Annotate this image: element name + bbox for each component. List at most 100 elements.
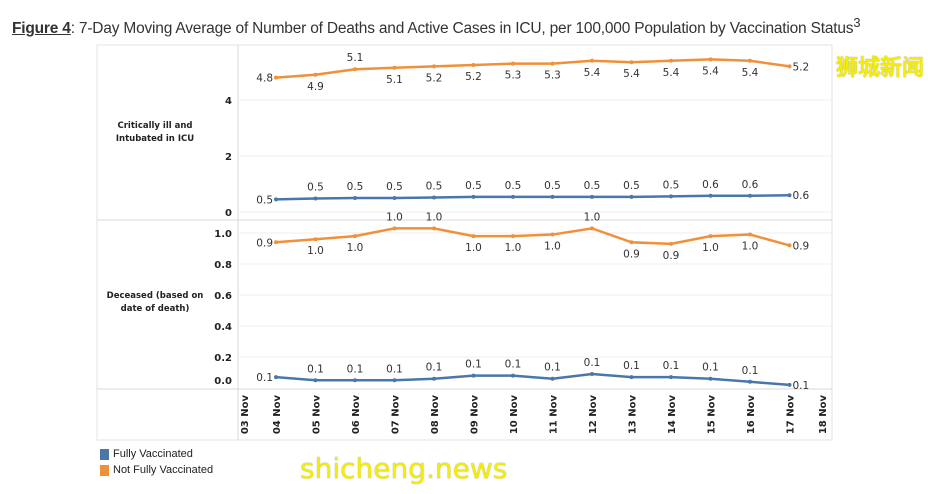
data-point — [313, 378, 318, 383]
data-point — [669, 58, 673, 63]
panel-label: Intubated in ICU — [116, 134, 194, 144]
data-point — [748, 193, 752, 198]
panel-label: Deceased (based on — [107, 291, 204, 301]
data-point — [550, 232, 555, 237]
data-point — [787, 382, 792, 387]
x-tick-label: 16 Nov — [746, 395, 757, 435]
data-label: 1.0 — [544, 241, 561, 253]
data-label: 0.1 — [702, 362, 719, 374]
data-label: 0.1 — [544, 362, 561, 374]
data-label: 0.5 — [386, 181, 403, 193]
data-label: 1.0 — [702, 242, 719, 254]
data-label: 5.4 — [623, 68, 640, 80]
data-label: 0.6 — [742, 179, 759, 191]
data-point — [432, 226, 436, 231]
data-label: 1.0 — [465, 242, 482, 254]
data-point — [471, 194, 476, 199]
data-label: 1.0 — [386, 211, 403, 223]
data-label: 0.5 — [347, 181, 364, 193]
data-label: 5.4 — [663, 67, 680, 79]
data-label: 5.3 — [505, 70, 522, 82]
data-label: 5.4 — [584, 67, 601, 79]
data-label: 4.8 — [256, 73, 273, 85]
data-label: 0.1 — [347, 363, 364, 375]
footnote-marker: 3 — [853, 15, 861, 30]
data-point — [313, 72, 318, 77]
data-point — [392, 65, 397, 70]
data-point — [748, 379, 752, 384]
x-tick-label: 17 Nov — [786, 395, 797, 435]
data-point — [708, 376, 713, 381]
x-tick-label: 09 Nov — [470, 395, 481, 435]
data-point — [274, 197, 278, 202]
y-tick-label: 0.2 — [214, 353, 232, 364]
data-point — [629, 240, 634, 245]
data-point — [590, 372, 594, 377]
x-tick-label: 11 Nov — [549, 395, 560, 435]
data-point — [392, 378, 397, 383]
x-tick-label: 12 Nov — [588, 395, 599, 435]
data-label: 0.1 — [663, 360, 680, 372]
data-label: 0.9 — [793, 240, 810, 252]
data-label: 0.1 — [623, 360, 640, 372]
data-label: 1.0 — [307, 245, 324, 257]
y-tick-label: 0.6 — [214, 291, 232, 302]
data-label: 0.6 — [702, 179, 719, 191]
data-label: 0.5 — [256, 194, 273, 206]
data-label: 0.1 — [742, 365, 759, 377]
legend-swatch-fully — [100, 448, 109, 460]
data-label: 0.9 — [256, 237, 273, 249]
series-line-not-fully — [275, 227, 790, 247]
data-point — [708, 193, 713, 198]
data-point — [511, 194, 515, 199]
data-label: 5.1 — [347, 52, 364, 64]
data-label: 0.5 — [623, 180, 640, 192]
y-tick-label: 4 — [225, 96, 232, 107]
data-label: 0.6 — [793, 190, 810, 202]
data-point — [787, 64, 792, 69]
legend-label-fully: Fully Vaccinated — [113, 448, 193, 460]
data-point — [432, 376, 436, 381]
data-point — [748, 58, 752, 63]
data-point — [313, 237, 318, 242]
data-label: 0.5 — [663, 179, 680, 191]
y-tick-label: 0.8 — [214, 260, 232, 271]
data-point — [392, 196, 397, 200]
data-label: 0.1 — [793, 380, 810, 392]
data-label: 0.1 — [426, 362, 443, 374]
data-point — [669, 375, 673, 380]
data-point — [392, 226, 397, 231]
data-point — [550, 194, 555, 199]
data-point — [550, 376, 555, 381]
data-point — [511, 234, 515, 239]
x-tick-label: 15 Nov — [707, 395, 718, 435]
data-point — [590, 194, 594, 199]
x-tick-label: 10 Nov — [509, 395, 520, 435]
data-point — [274, 375, 278, 380]
data-point — [787, 243, 792, 248]
legend-swatch-not-fully — [100, 464, 109, 476]
legend-item-fully: Fully Vaccinated — [100, 448, 193, 460]
data-label: 0.5 — [426, 180, 443, 192]
data-label: 0.1 — [505, 359, 522, 371]
data-point — [353, 67, 357, 72]
data-label: 1.0 — [347, 242, 364, 254]
data-label: 5.1 — [386, 74, 403, 86]
data-point — [353, 378, 357, 383]
data-point — [590, 58, 594, 63]
series-line-fully — [275, 193, 790, 201]
y-tick-label: 0 — [225, 208, 232, 219]
x-tick-label: 05 Nov — [312, 395, 323, 435]
x-tick-label: 06 Nov — [351, 395, 362, 435]
data-point — [511, 373, 515, 378]
x-tick-label: 07 Nov — [391, 395, 402, 435]
data-point — [629, 60, 634, 65]
data-point — [550, 61, 555, 66]
figure-title-text: : 7-Day Moving Average of Number of Deat… — [70, 20, 854, 38]
data-point — [669, 241, 673, 246]
x-tick-label: 14 Nov — [667, 395, 678, 435]
data-point — [313, 196, 318, 201]
data-point — [787, 193, 792, 198]
y-tick-label: 0.0 — [214, 376, 232, 387]
data-label: 5.2 — [793, 61, 810, 73]
